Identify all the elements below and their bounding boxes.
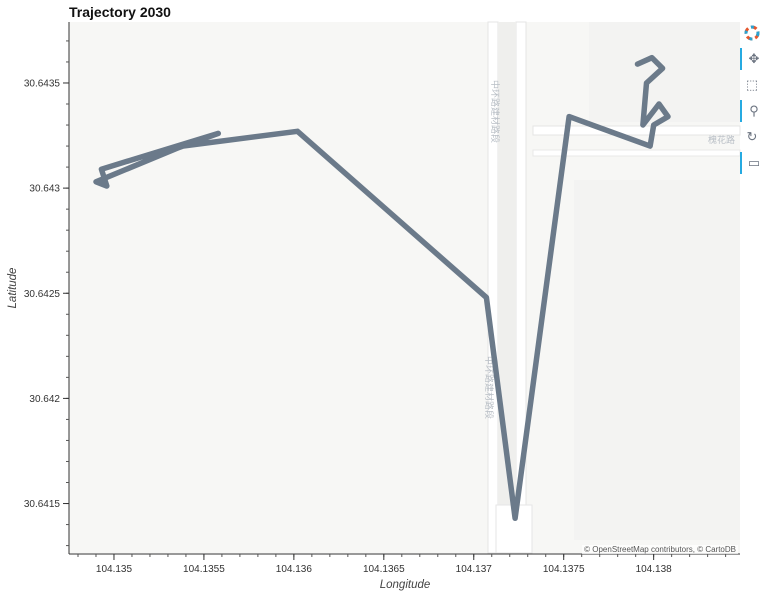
road-label-vertical-lower: 中环路建材路段 [483, 356, 495, 419]
x-tick-label: 104.137 [456, 564, 493, 575]
map-background: 中环路建材路段 中环路建材路段 槐花路 [69, 21, 741, 554]
y-axis-label: Latitude [7, 268, 19, 309]
hover-icon[interactable]: ▭ [740, 152, 766, 174]
trajectory-series [93, 54, 671, 522]
y-tick-label: 30.6415 [24, 499, 61, 510]
chart-title: Trajectory 2030 [69, 4, 171, 20]
x-axis-label: Longitude [380, 579, 431, 591]
bokeh-logo-icon[interactable] [740, 22, 764, 44]
x-tick-label: 104.136 [276, 564, 313, 575]
x-tick-label: 104.1365 [363, 564, 405, 575]
pan-icon[interactable]: ✥ [740, 48, 766, 70]
toolbar: ✥ ⬚ ⚲ ↻ ▭ [740, 22, 766, 178]
x-tick-label: 104.1355 [183, 564, 225, 575]
axes [68, 22, 740, 555]
x-tick-label: 104.1375 [543, 564, 585, 575]
y-tick-label: 30.643 [29, 184, 60, 195]
map-attribution: © OpenStreetMap contributors, © CartoDB [582, 545, 738, 554]
reset-icon[interactable]: ↻ [746, 129, 758, 144]
wheel-zoom-icon[interactable]: ⚲ [740, 100, 766, 122]
x-tick-label: 104.135 [96, 564, 133, 575]
box-zoom-icon[interactable]: ⬚ [745, 77, 759, 92]
y-tick-label: 30.642 [29, 394, 60, 405]
x-tick-label: 104.138 [636, 564, 673, 575]
road-label-vertical-upper: 中环路建材路段 [489, 80, 501, 143]
y-tick-label: 30.6425 [24, 289, 61, 300]
y-axis-ticks: 30.6415 30.642 30.6425 30.643 30.6435 [24, 78, 69, 510]
x-axis-ticks: 104.135 104.1355 104.136 104.1365 104.137 104… [96, 554, 672, 575]
y-tick-label: 30.6435 [24, 78, 61, 89]
road-label-horizontal: 槐花路 [708, 134, 735, 146]
trajectory-line [93, 54, 671, 522]
